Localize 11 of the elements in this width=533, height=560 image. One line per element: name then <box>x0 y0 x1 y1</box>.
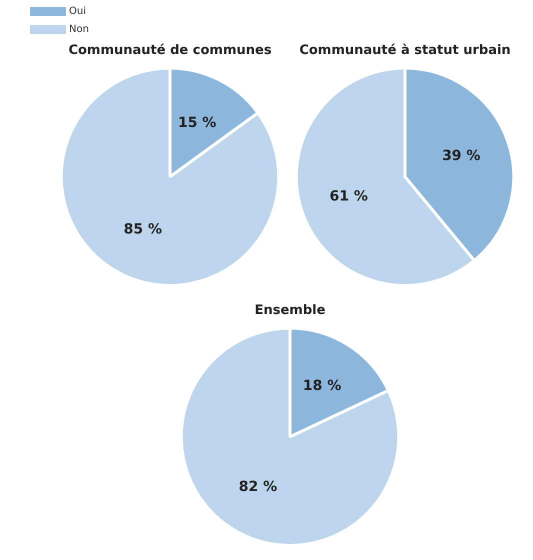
chart-title: Communauté à statut urbain <box>299 43 511 58</box>
chart-title: Ensemble <box>254 303 326 318</box>
data-label: 85 % <box>124 222 162 238</box>
text: Communauté de communes <box>68 43 272 58</box>
data-label: 82 % <box>238 478 278 495</box>
data-label: 61 % <box>330 188 368 205</box>
data-label: 15 % <box>178 115 216 132</box>
data-label: 18 % <box>302 378 342 394</box>
data-label: 39 % <box>442 148 480 164</box>
legend-label: Oui <box>69 6 86 16</box>
legend-label: Non <box>69 24 89 34</box>
